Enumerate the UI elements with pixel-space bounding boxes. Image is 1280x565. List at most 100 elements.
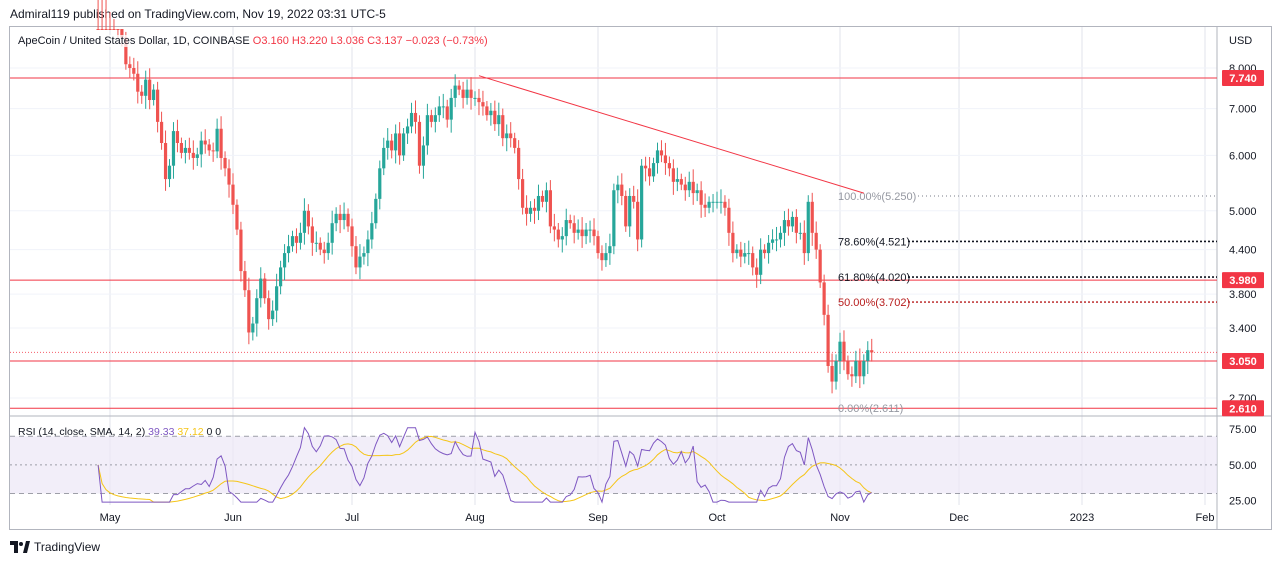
- candle[interactable]: [695, 183, 699, 202]
- candle[interactable]: [465, 79, 469, 105]
- candle[interactable]: [715, 191, 719, 209]
- candle[interactable]: [282, 244, 287, 281]
- candle[interactable]: [152, 84, 156, 106]
- candle[interactable]: [342, 202, 346, 230]
- candle[interactable]: [219, 116, 223, 170]
- candle[interactable]: [469, 77, 473, 110]
- candle[interactable]: [854, 350, 858, 384]
- candle[interactable]: [766, 235, 771, 264]
- candle[interactable]: [747, 240, 751, 265]
- candle[interactable]: [481, 90, 485, 116]
- candle[interactable]: [382, 137, 386, 176]
- candle[interactable]: [441, 93, 445, 119]
- candle[interactable]: [231, 173, 235, 215]
- candle[interactable]: [401, 128, 406, 161]
- candle[interactable]: [477, 88, 481, 116]
- candle[interactable]: [540, 190, 545, 208]
- candle[interactable]: [167, 159, 172, 188]
- candle[interactable]: [517, 140, 521, 190]
- candle[interactable]: [647, 157, 652, 186]
- candle[interactable]: [592, 218, 596, 246]
- candle[interactable]: [223, 151, 227, 177]
- candle[interactable]: [572, 215, 576, 244]
- candle[interactable]: [179, 137, 184, 159]
- candle[interactable]: [663, 142, 668, 175]
- candle[interactable]: [409, 102, 414, 134]
- candle[interactable]: [782, 211, 787, 246]
- candle[interactable]: [211, 142, 215, 162]
- candle[interactable]: [207, 139, 211, 156]
- candle[interactable]: [763, 244, 767, 259]
- candle[interactable]: [640, 159, 644, 248]
- candle[interactable]: [822, 274, 826, 326]
- candle[interactable]: [866, 341, 870, 375]
- candle[interactable]: [743, 242, 747, 264]
- candle[interactable]: [298, 222, 303, 250]
- candle[interactable]: [786, 208, 791, 236]
- candle[interactable]: [275, 273, 279, 323]
- candle[interactable]: [247, 277, 251, 345]
- candle[interactable]: [794, 209, 798, 244]
- candle[interactable]: [711, 194, 715, 213]
- candle[interactable]: [564, 208, 568, 246]
- candle[interactable]: [659, 140, 664, 163]
- candle[interactable]: [235, 199, 239, 236]
- candle[interactable]: [604, 242, 608, 267]
- candle[interactable]: [140, 85, 144, 104]
- candle[interactable]: [100, 0, 104, 30]
- candle[interactable]: [378, 160, 382, 210]
- candle[interactable]: [679, 173, 683, 191]
- candle[interactable]: [227, 159, 231, 198]
- candle[interactable]: [338, 204, 342, 234]
- candle[interactable]: [195, 147, 199, 166]
- candle[interactable]: [628, 188, 632, 237]
- candle[interactable]: [651, 157, 656, 182]
- candle[interactable]: [826, 304, 830, 373]
- candle[interactable]: [655, 142, 660, 174]
- candle[interactable]: [719, 189, 723, 214]
- candle[interactable]: [552, 213, 556, 242]
- candle[interactable]: [513, 132, 517, 154]
- candle[interactable]: [267, 290, 271, 330]
- candle[interactable]: [699, 181, 703, 218]
- tradingview-logo[interactable]: TradingView: [10, 540, 100, 554]
- candle[interactable]: [576, 219, 580, 240]
- candle[interactable]: [259, 267, 263, 308]
- candle[interactable]: [838, 332, 842, 375]
- candle[interactable]: [203, 129, 207, 154]
- candle[interactable]: [723, 195, 727, 216]
- candle[interactable]: [509, 122, 513, 148]
- candle[interactable]: [104, 0, 108, 30]
- candle[interactable]: [814, 221, 818, 259]
- candle[interactable]: [493, 100, 497, 131]
- candle[interactable]: [461, 81, 465, 109]
- candle[interactable]: [620, 173, 624, 206]
- candle[interactable]: [405, 118, 410, 144]
- candle[interactable]: [96, 0, 100, 30]
- candle[interactable]: [191, 140, 195, 170]
- candle[interactable]: [286, 234, 291, 263]
- candle[interactable]: [132, 57, 136, 81]
- candle[interactable]: [112, 19, 116, 30]
- candle[interactable]: [790, 211, 794, 232]
- candle[interactable]: [421, 136, 426, 179]
- candle[interactable]: [255, 289, 259, 337]
- candle[interactable]: [751, 246, 755, 276]
- candle[interactable]: [683, 176, 687, 201]
- candle[interactable]: [366, 230, 370, 267]
- candle[interactable]: [580, 217, 584, 248]
- candle[interactable]: [731, 221, 735, 263]
- candle[interactable]: [798, 222, 802, 240]
- candle[interactable]: [862, 354, 866, 385]
- candle[interactable]: [616, 175, 620, 204]
- candle[interactable]: [735, 244, 739, 259]
- candle[interactable]: [183, 140, 187, 164]
- candle[interactable]: [544, 182, 549, 213]
- candle[interactable]: [830, 353, 834, 394]
- candle[interactable]: [187, 137, 191, 160]
- candle[interactable]: [521, 168, 525, 215]
- candle[interactable]: [457, 80, 461, 96]
- candle[interactable]: [528, 201, 533, 222]
- candle[interactable]: [251, 316, 255, 341]
